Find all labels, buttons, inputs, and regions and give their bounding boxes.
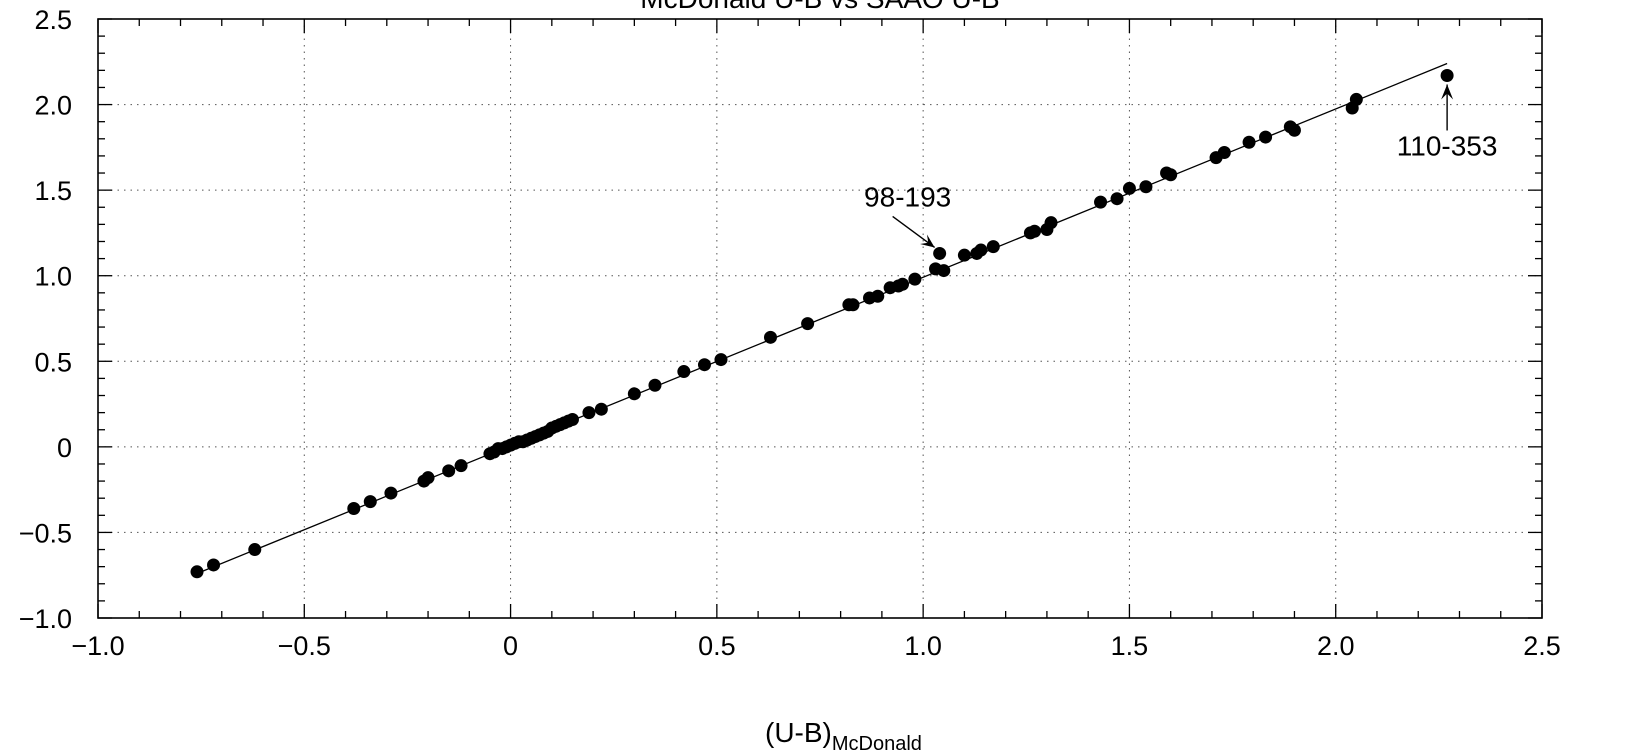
annotation-arrowhead-98-193 xyxy=(920,234,935,248)
data-point-5 xyxy=(384,486,398,500)
data-point-41 xyxy=(846,298,860,312)
x-tick-label-4: 1.0 xyxy=(904,631,942,661)
annotation-arrowhead-110-353 xyxy=(1441,84,1454,100)
data-point-9 xyxy=(454,459,468,473)
grid-lines xyxy=(98,19,1542,618)
data-point-50 xyxy=(937,264,951,278)
data-point-35 xyxy=(677,365,691,379)
x-axis-title: (U-B)McDonald xyxy=(765,717,922,753)
x-axis-title-subscript: McDonald xyxy=(832,733,922,753)
data-point-54 xyxy=(986,240,1000,254)
y-tick-label-5: 1.5 xyxy=(34,176,72,206)
annotations: 98-193 110-353 xyxy=(864,84,1498,249)
x-tick-label-5: 1.5 xyxy=(1111,631,1149,661)
data-point-49 xyxy=(933,246,947,260)
data-point-36 xyxy=(697,358,711,372)
data-point-2 xyxy=(248,543,262,557)
y-tick-label-1: −0.5 xyxy=(19,518,72,548)
data-point-51 xyxy=(957,248,971,262)
data-points xyxy=(190,68,1454,579)
data-point-8 xyxy=(442,464,456,478)
y-tick-label-4: 1.0 xyxy=(34,262,72,292)
data-point-32 xyxy=(594,402,608,416)
data-point-7 xyxy=(421,471,435,485)
y-tick-label-3: 0.5 xyxy=(34,347,72,377)
fit-line xyxy=(196,62,1448,575)
y-tick-label-7: 2.5 xyxy=(34,5,72,35)
data-point-47 xyxy=(908,272,922,286)
data-point-34 xyxy=(648,378,662,392)
x-tick-label-6: 2.0 xyxy=(1317,631,1355,661)
data-point-38 xyxy=(763,330,777,344)
y-tick-label-6: 2.0 xyxy=(34,91,72,121)
x-axis-title-main: (U-B) xyxy=(765,717,832,748)
data-point-58 xyxy=(1044,216,1058,230)
data-point-67 xyxy=(1242,135,1256,149)
data-point-53 xyxy=(974,243,988,257)
data-point-56 xyxy=(1028,224,1042,238)
data-point-39 xyxy=(801,317,815,331)
data-point-4 xyxy=(363,495,377,509)
data-point-61 xyxy=(1122,181,1136,195)
fit-line-group xyxy=(196,62,1448,575)
data-point-37 xyxy=(714,353,728,367)
y-tick-label-2: 0 xyxy=(57,433,72,463)
data-point-60 xyxy=(1110,192,1124,206)
data-point-62 xyxy=(1139,180,1153,194)
plot-frame xyxy=(97,18,1543,619)
data-point-70 xyxy=(1287,123,1301,137)
data-point-43 xyxy=(871,289,885,303)
data-point-72 xyxy=(1349,92,1363,106)
annotation-label-98-193: 98-193 xyxy=(864,181,951,212)
data-point-33 xyxy=(627,387,641,401)
annotation-label-110-353: 110-353 xyxy=(1397,130,1498,161)
chart-title: McDonald U-B vs SAAO U-B xyxy=(640,0,999,14)
data-point-30 xyxy=(565,412,579,426)
data-point-1 xyxy=(207,558,221,572)
x-tick-label-2: 0 xyxy=(503,631,518,661)
x-tick-label-7: 2.5 xyxy=(1523,631,1561,661)
data-point-0 xyxy=(190,565,204,579)
x-tick-label-0: −1.0 xyxy=(71,631,124,661)
data-point-3 xyxy=(347,501,361,515)
data-point-46 xyxy=(896,277,910,291)
data-point-59 xyxy=(1094,195,1108,209)
plot-border xyxy=(97,18,1543,619)
data-point-68 xyxy=(1259,130,1273,144)
x-tick-label-3: 0.5 xyxy=(698,631,736,661)
data-point-66 xyxy=(1217,145,1231,159)
annotation-arrow-98-193 xyxy=(892,215,936,249)
data-point-31 xyxy=(582,406,596,420)
x-tick-label-1: −0.5 xyxy=(278,631,331,661)
data-point-73 xyxy=(1440,68,1454,82)
data-point-64 xyxy=(1164,168,1178,182)
y-tick-label-0: −1.0 xyxy=(19,604,72,634)
axis-ticks: −1.0 −0.5 0 0.5 1.0 1.5 2.0 2.5 −1.0 −0.5 0 0.5 1.0 1… xyxy=(19,5,1561,661)
